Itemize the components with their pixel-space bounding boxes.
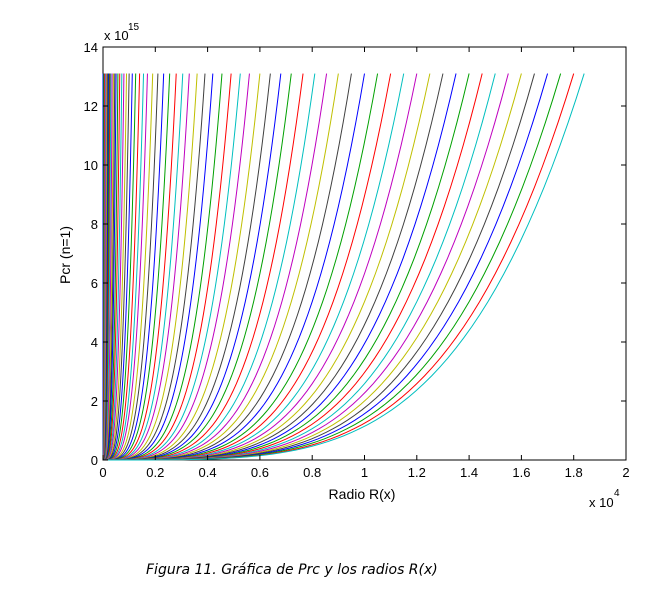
y-tick-label: 10 (84, 158, 98, 173)
x-tick-label: 1.2 (408, 465, 426, 480)
ticks: 0 0.2 0.4 0.6 0.8 1 1.2 1.4 1.6 1.8 2 0 2 4 6 8 10 12 14 (84, 40, 630, 480)
x-multiplier-exponent: 4 (614, 488, 620, 499)
y-tick-label: 4 (91, 335, 98, 350)
x-tick-label: 0.4 (199, 465, 217, 480)
x-tick-label: 1.4 (460, 465, 478, 480)
y-tick-label: 0 (91, 453, 98, 468)
x-tick-label: 1.6 (512, 465, 530, 480)
y-tick-label: 14 (84, 40, 98, 55)
x-multiplier-base: x 10 (589, 495, 614, 510)
x-tick-label: 0.8 (303, 465, 321, 480)
plot-area (102, 46, 627, 461)
x-tick-label: 1 (361, 465, 368, 480)
y-multiplier-base: x 10 (104, 28, 129, 43)
y-tick-label: 8 (91, 217, 98, 232)
y-tick-label: 6 (91, 276, 98, 291)
x-tick-label: 0.6 (251, 465, 269, 480)
figure-caption: Figura 11. Gráfica de Prc y los radios R… (146, 562, 438, 578)
x-multiplier: x 10 4 (589, 488, 620, 510)
y-axis-label: Pcr (n=1) (57, 226, 73, 284)
x-axis-label: Radio R(x) (329, 486, 396, 502)
y-multiplier-exponent: 15 (128, 22, 140, 33)
y-tick-label: 12 (84, 99, 98, 114)
x-tick-label: 0.2 (146, 465, 164, 480)
y-tick-label: 2 (91, 394, 98, 409)
x-tick-label: 1.8 (565, 465, 583, 480)
y-multiplier: x 10 15 (104, 22, 140, 43)
x-tick-label: 2 (622, 465, 629, 480)
x-tick-label: 0 (99, 465, 106, 480)
series-line (103, 73, 585, 461)
